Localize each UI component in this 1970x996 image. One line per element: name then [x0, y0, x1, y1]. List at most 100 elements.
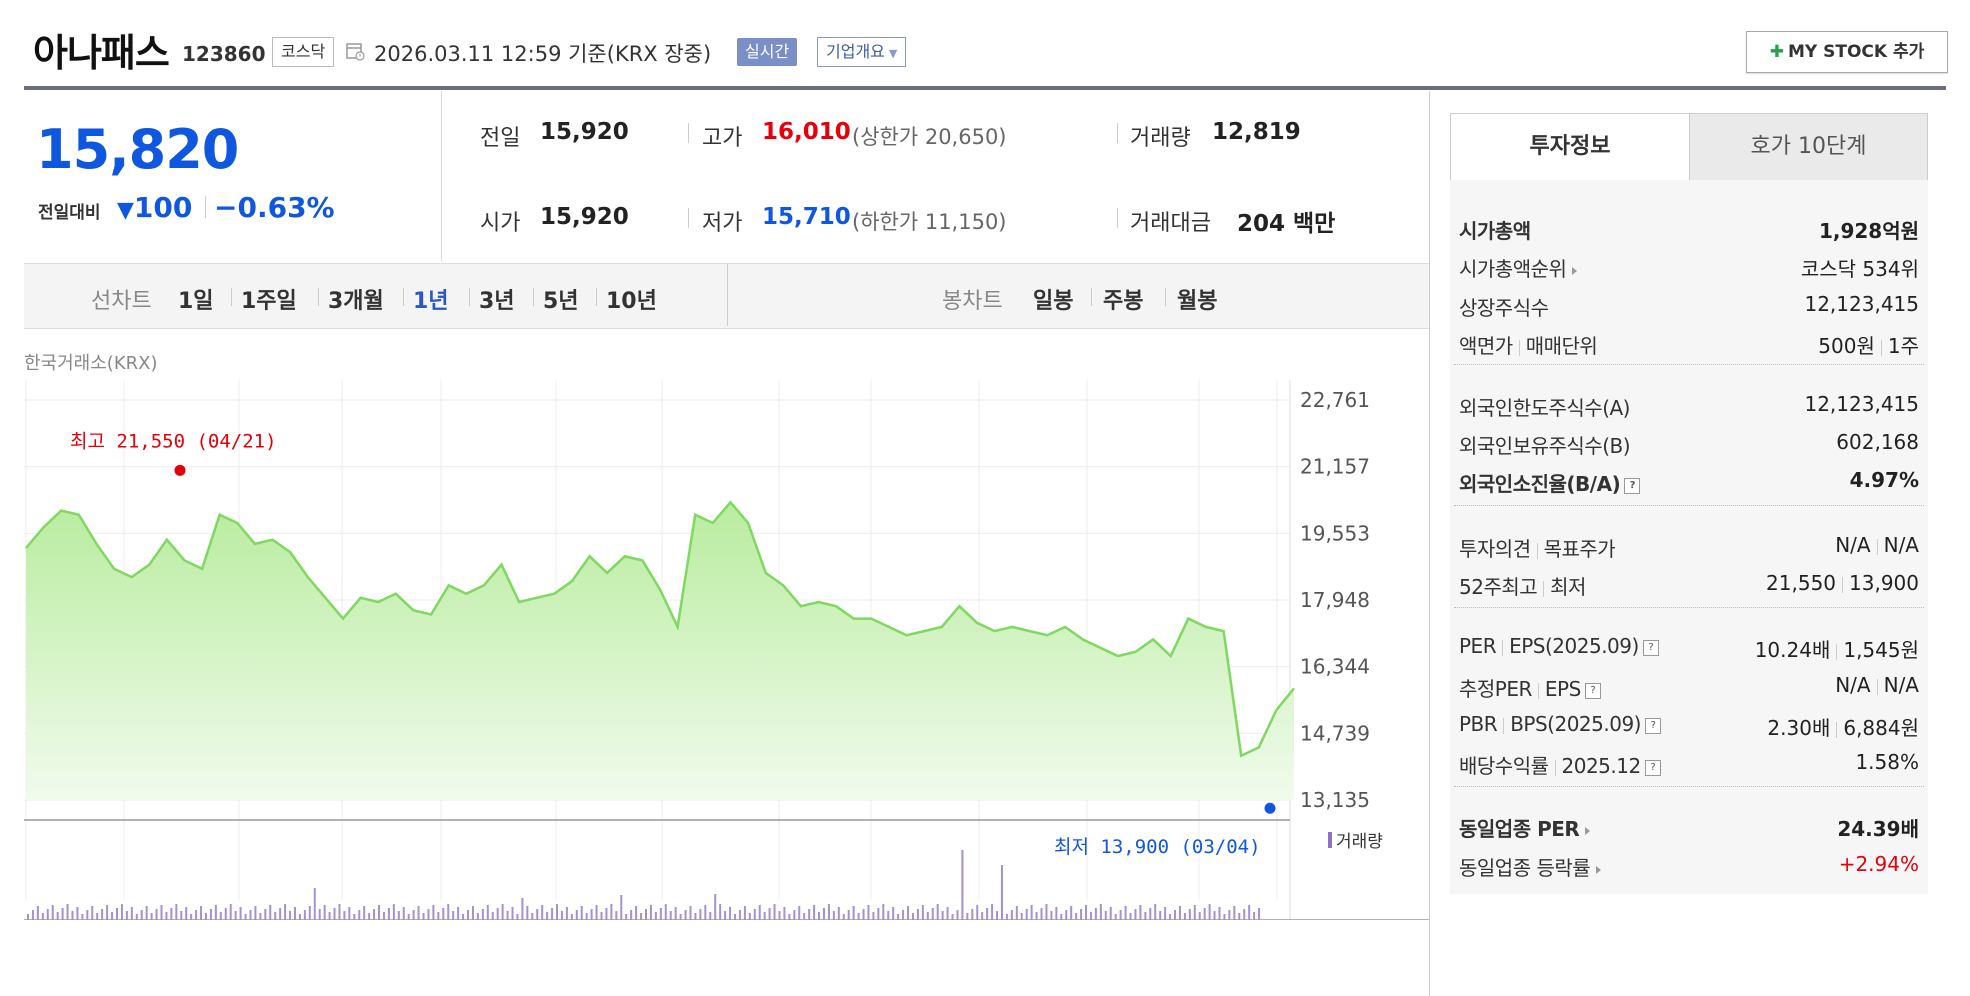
period-5[interactable]: 5년: [543, 289, 579, 314]
y-tick-label: 22,761: [1300, 388, 1370, 412]
divider: [1876, 678, 1878, 695]
volume-bar: [1154, 904, 1157, 920]
volume-bar: [526, 906, 529, 920]
volume-bar: [486, 905, 489, 920]
calendar-icon: [346, 43, 365, 61]
candle-period-0[interactable]: 일봉: [1033, 289, 1074, 314]
arrow-right-icon[interactable]: [1596, 865, 1602, 874]
realtime-button[interactable]: 실시간: [737, 38, 798, 66]
divider: [1836, 721, 1838, 738]
volume-bar: [664, 904, 667, 920]
row-divider: [1454, 364, 1924, 365]
info-value-text: 10.24배: [1754, 638, 1831, 662]
low-label: 저가: [702, 211, 743, 236]
help-icon[interactable]: ?: [1624, 477, 1641, 494]
volume-bar: [452, 911, 455, 920]
volume-bar: [808, 909, 811, 920]
volume-bar: [926, 912, 929, 920]
volume-bar: [1228, 910, 1231, 920]
candle-period-2[interactable]: 월봉: [1177, 289, 1218, 314]
volume-bar: [674, 907, 677, 920]
divider: [1117, 208, 1118, 228]
info-row: 액면가 매매단위 500원 1주: [1459, 330, 1919, 360]
divider: [596, 288, 597, 306]
info-label: 배당수익률 2025.12?: [1459, 750, 1661, 779]
volume-bar: [506, 911, 509, 920]
candle-period-1[interactable]: 주봉: [1103, 289, 1144, 314]
volume-bar: [467, 910, 470, 920]
tab-order-book[interactable]: 호가 10단계: [1689, 113, 1928, 181]
arrow-right-icon[interactable]: [1572, 266, 1578, 275]
info-value-text-2: 13,900: [1849, 571, 1919, 595]
info-row: PER EPS(2025.09)? 10.24배 1,545원: [1459, 634, 1919, 664]
help-icon[interactable]: ?: [1642, 639, 1659, 656]
volume-bar: [511, 907, 514, 920]
volume-bar: [150, 913, 153, 920]
volume-bar: [1134, 909, 1137, 920]
info-row: 외국인소진율(B/A)? 4.97%: [1459, 468, 1919, 498]
volume-bar: [575, 910, 578, 920]
help-icon[interactable]: ?: [1584, 682, 1601, 699]
period-4[interactable]: 3년: [479, 289, 515, 314]
market-badge: 코스닥: [272, 37, 335, 67]
info-row: 투자의견 목표주가 N/A N/A: [1459, 533, 1919, 563]
info-row: 배당수익률 2025.12? 1.58%: [1459, 750, 1919, 780]
volume-label: 거래량: [1130, 126, 1191, 151]
volume-bar: [897, 914, 900, 920]
volume-bar: [1213, 911, 1216, 920]
info-value: 4.97%: [1850, 468, 1919, 492]
period-3[interactable]: 1년: [413, 289, 449, 314]
volume-bar: [892, 907, 895, 920]
volume-bar: [1119, 910, 1122, 920]
volume-bar: [813, 905, 816, 920]
volume-bar: [200, 906, 203, 920]
volume-bar: [1089, 912, 1092, 920]
company-overview-dropdown[interactable]: 기업개요 ▼: [817, 37, 907, 67]
high-marker: [174, 464, 186, 476]
volume-bar: [457, 907, 460, 920]
volume-bar: [541, 905, 544, 920]
volume-bar: [76, 907, 79, 920]
volume-bar: [412, 910, 415, 920]
add-my-stock-button[interactable]: ✚ MY STOCK 추가: [1746, 31, 1948, 73]
volume-bar: [941, 911, 944, 920]
volume-bar: [402, 907, 405, 920]
help-icon[interactable]: ?: [1644, 717, 1661, 734]
period-6[interactable]: 10년: [606, 289, 657, 314]
volume-bar: [1000, 865, 1003, 920]
divider: [1518, 339, 1520, 356]
volume-bar: [798, 906, 801, 920]
volume-bar: [1114, 914, 1117, 920]
arrow-right-icon[interactable]: [1585, 826, 1591, 835]
volume-bar: [422, 913, 425, 920]
period-1[interactable]: 1주일: [241, 289, 297, 314]
volume-bar: [580, 906, 583, 920]
volume-bar: [224, 908, 227, 920]
volume-bar: [714, 894, 717, 920]
info-label: 액면가 매매단위: [1459, 330, 1598, 359]
divider: [688, 208, 689, 228]
help-icon[interactable]: ?: [1644, 759, 1661, 776]
volume-legend-swatch: [1328, 832, 1332, 848]
volume-bar: [1193, 905, 1196, 920]
divider: [231, 288, 232, 306]
header-divider: [24, 86, 1946, 90]
volume-bar: [595, 905, 598, 920]
trade-amount-label: 거래대금: [1130, 211, 1211, 236]
divider: [1091, 288, 1092, 306]
tab-investment-info[interactable]: 투자정보: [1450, 113, 1690, 180]
info-label: 동일업종 PER: [1459, 813, 1591, 842]
volume-bar: [1243, 909, 1246, 920]
period-0[interactable]: 1일: [178, 289, 214, 314]
info-label: 추정PER EPS?: [1459, 673, 1601, 702]
volume-bar: [842, 914, 845, 920]
volume-bar: [442, 908, 445, 920]
volume-bar: [768, 908, 771, 920]
info-row: 동일업종 PER 24.39배: [1459, 813, 1919, 843]
period-2[interactable]: 3개월: [328, 289, 384, 314]
info-label-text: 외국인소진율(B/A): [1459, 472, 1621, 496]
volume-bar: [635, 906, 638, 920]
low-marker: [1264, 802, 1276, 814]
info-row: 외국인보유주식수(B) 602,168: [1459, 430, 1919, 460]
volume-bar: [649, 905, 652, 920]
